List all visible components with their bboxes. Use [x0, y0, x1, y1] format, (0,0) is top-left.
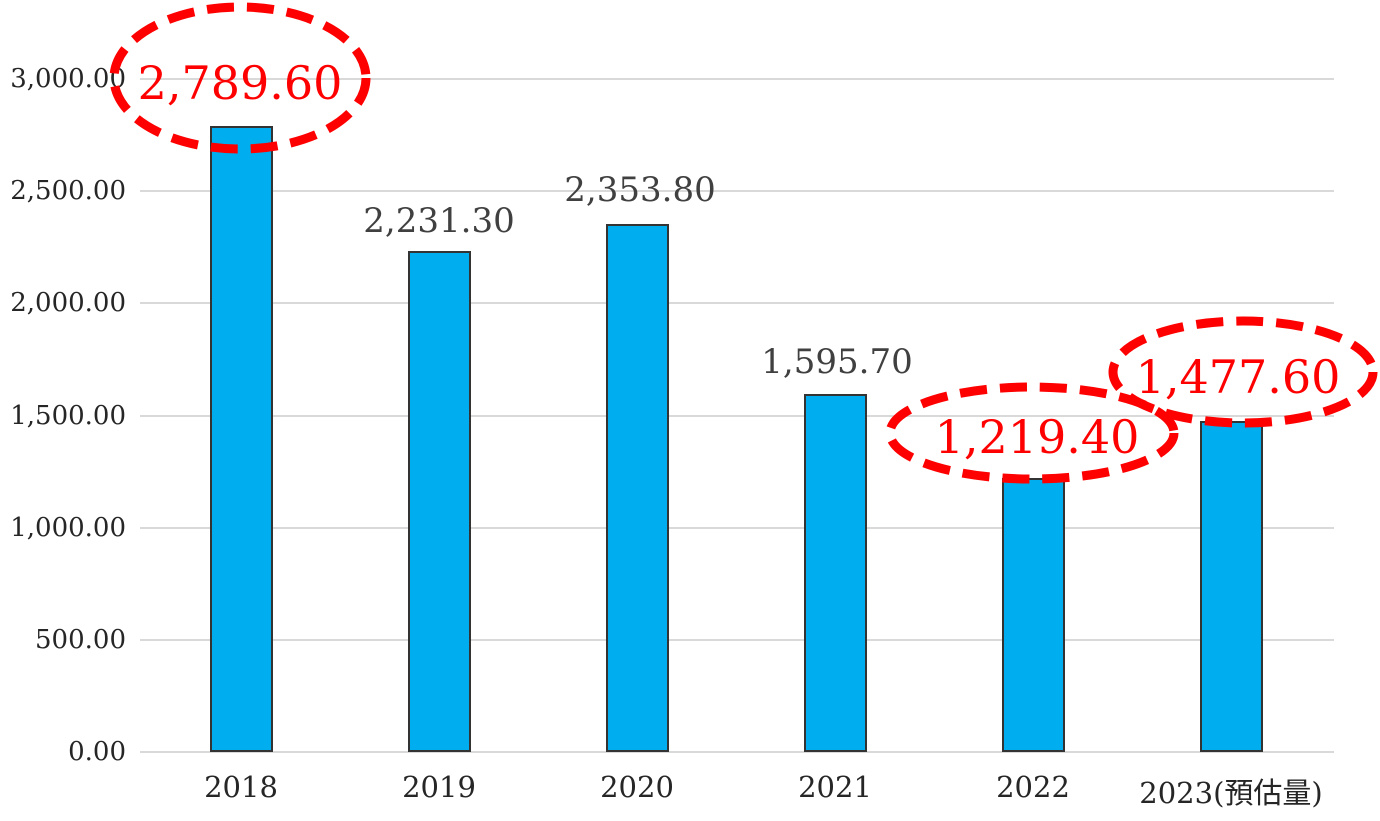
x-axis-label-2021: 2021: [798, 770, 872, 804]
bar-value-label-2021: 1,595.70: [761, 342, 913, 382]
x-axis-label-2019: 2019: [402, 770, 476, 804]
x-axis-label-2018: 2018: [204, 770, 278, 804]
bar-value-label-2020: 2,353.80: [564, 170, 716, 210]
bar-2023: [1199, 420, 1263, 752]
gridline: [140, 526, 1334, 529]
bar-2022: [1001, 478, 1065, 752]
gridline: [140, 751, 1334, 753]
bar-value-label-2018: 2,789.60: [137, 56, 343, 110]
y-axis-tick-label: 0.00: [68, 737, 126, 767]
gridline: [140, 414, 1334, 417]
bar-value-label-2023: 1,477.60: [1135, 350, 1341, 404]
x-axis-label-2020: 2020: [600, 770, 674, 804]
x-axis-label-2022: 2022: [996, 770, 1070, 804]
y-axis-tick-label: 3,000.00: [10, 64, 126, 94]
bar-value-label-2022: 1,219.40: [934, 410, 1140, 464]
bar-2021: [803, 394, 867, 752]
bar-2020: [605, 223, 669, 752]
bar-value-label-2019: 2,231.30: [363, 201, 515, 241]
gridline: [140, 302, 1334, 305]
y-axis-tick-label: 2,000.00: [10, 288, 126, 319]
y-axis-tick-label: 2,500.00: [10, 176, 126, 207]
bar-2018: [209, 126, 273, 752]
gridline: [140, 78, 1334, 80]
bar-2019: [407, 251, 471, 752]
gridline: [140, 638, 1334, 641]
y-axis-tick-label: 500.00: [35, 624, 126, 655]
x-axis-label-2023: 2023(預估量): [1139, 776, 1323, 810]
gridline: [140, 190, 1334, 193]
y-axis-tick-label: 1,500.00: [10, 400, 126, 431]
y-axis-tick-label: 1,000.00: [10, 512, 126, 543]
